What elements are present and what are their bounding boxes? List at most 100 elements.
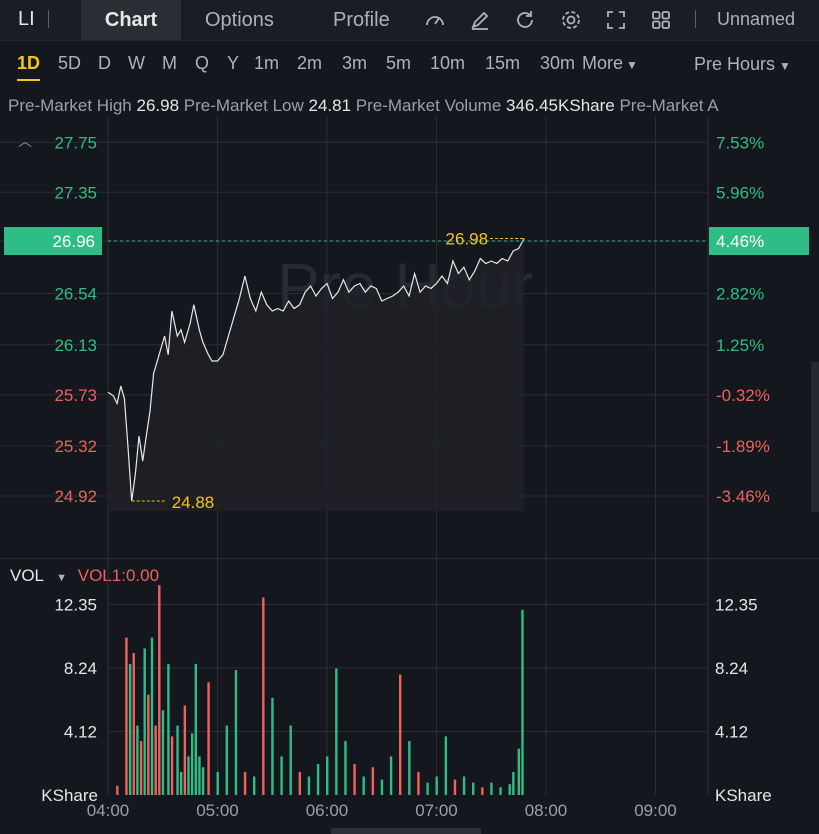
stat-extra-label: Pre-Market A bbox=[619, 96, 719, 115]
volume-bar bbox=[389, 756, 393, 795]
timeframe-5d[interactable]: 5D bbox=[58, 53, 82, 73]
volume-bar bbox=[344, 741, 347, 795]
gear-icon[interactable] bbox=[559, 8, 583, 32]
caret-down-icon[interactable]: ▼ bbox=[56, 572, 68, 584]
volume-bar bbox=[521, 609, 524, 795]
ticker-symbol[interactable]: LI bbox=[18, 8, 35, 30]
volume-bar bbox=[187, 756, 190, 795]
gauge-icon[interactable] bbox=[423, 8, 447, 32]
current-price-badge bbox=[4, 227, 102, 255]
volume-bar bbox=[472, 782, 475, 795]
pencil-icon[interactable] bbox=[468, 8, 492, 32]
volume-bar bbox=[139, 741, 143, 795]
high-low-markers: 26.98 24.88 bbox=[131, 230, 525, 512]
volume-bar bbox=[307, 776, 311, 795]
y-tick-label: 24.92 bbox=[54, 487, 97, 506]
timeframe-1m[interactable]: 1m bbox=[254, 53, 280, 73]
divider bbox=[695, 10, 696, 28]
session-dropdown[interactable]: Pre Hours ▼ bbox=[694, 54, 791, 75]
volume-axis: 12.35 12.35 8.24 8.24 4.12 4.12 KShare KShare bbox=[41, 595, 771, 805]
volume-bar bbox=[154, 725, 157, 795]
y-tick-label: 25.32 bbox=[54, 437, 97, 456]
volume-bar bbox=[316, 764, 320, 795]
collapse-icon[interactable]: ︿ bbox=[18, 133, 32, 149]
volume-label[interactable]: VOL bbox=[10, 566, 44, 585]
bottom-scroll-handle[interactable] bbox=[331, 828, 481, 834]
right-scroll-handle[interactable] bbox=[811, 362, 819, 512]
volume-bar bbox=[147, 694, 150, 795]
timeframe-30m[interactable]: 30m bbox=[540, 53, 576, 73]
stat-high-label: Pre-Market High bbox=[8, 96, 132, 115]
tab-options[interactable]: Options bbox=[205, 9, 274, 31]
volume-tick-label: 8.24 bbox=[64, 659, 97, 678]
timeframe-w[interactable]: W bbox=[128, 53, 145, 73]
current-price-label: 26.96 bbox=[52, 232, 95, 251]
current-pct-label: 4.46% bbox=[716, 232, 764, 251]
timeframe-3m[interactable]: 3m bbox=[342, 53, 368, 73]
y-tick-pct-label: 2.82% bbox=[716, 285, 764, 304]
y-tick-pct-label: -3.46% bbox=[716, 487, 770, 506]
fullscreen-icon[interactable] bbox=[604, 8, 628, 32]
tab-profile[interactable]: Profile bbox=[333, 9, 390, 31]
timeframe-y[interactable]: Y bbox=[227, 53, 240, 73]
x-tick-label: 04:00 bbox=[87, 801, 130, 820]
volume-header: VOL ▼ VOL1:0.00 bbox=[10, 566, 159, 586]
volume-bar bbox=[216, 771, 219, 795]
current-pct-badge bbox=[709, 227, 809, 255]
timeframe-1d[interactable]: 1D bbox=[17, 53, 41, 81]
volume-bar bbox=[380, 779, 384, 795]
y-tick-pct-label: 7.53% bbox=[716, 133, 764, 152]
more-dropdown[interactable]: More ▼ bbox=[582, 53, 638, 74]
layout-name[interactable]: Unnamed bbox=[717, 9, 796, 29]
volume-bar bbox=[128, 663, 132, 795]
timeframe-q[interactable]: Q bbox=[195, 53, 210, 73]
top-toolbar: LI Chart Options Profile Unnamed bbox=[0, 0, 819, 41]
volume-bar bbox=[280, 756, 283, 795]
volume-tick-label: 12.35 bbox=[54, 595, 97, 614]
volume-bar bbox=[176, 725, 179, 795]
y-tick-label: 27.35 bbox=[54, 183, 97, 202]
price-chart[interactable]: Pre Hour 27.7527.3526.9626.5426.1325.732… bbox=[0, 116, 819, 558]
more-label: More bbox=[582, 53, 624, 73]
stat-volume-label: Pre-Market Volume bbox=[355, 96, 502, 115]
timeframe-2m[interactable]: 2m bbox=[297, 53, 323, 73]
volume-bar bbox=[399, 674, 402, 795]
volume-bar bbox=[125, 637, 128, 795]
caret-down-icon: ▼ bbox=[626, 58, 638, 72]
stat-low-value: 24.81 bbox=[308, 96, 352, 115]
timeframe-5m[interactable]: 5m bbox=[386, 53, 412, 73]
price-line bbox=[107, 238, 525, 502]
right-percent-axis: 7.53% 5.96% 4.46% 2.82% 1.25% -0.32% -1.89% -3.… bbox=[709, 133, 809, 506]
refresh-icon[interactable] bbox=[513, 8, 537, 32]
volume-bar bbox=[161, 710, 165, 795]
volume-unit-label: KShare bbox=[41, 786, 98, 805]
timeframe-15m[interactable]: 15m bbox=[485, 53, 521, 73]
volume-bar bbox=[170, 736, 174, 795]
volume-bar bbox=[167, 663, 170, 795]
timeframe-bar: 1D 5D D W M Q Y 1m 2m 3m 5m 10m 15m 30m … bbox=[0, 42, 819, 86]
left-price-axis: 27.75 27.35 26.96 26.54 26.13 25.73 25.32 24.92 bbox=[4, 133, 102, 506]
x-tick-label: 05:00 bbox=[196, 801, 239, 820]
stat-volume-value: 346.45KShare bbox=[506, 96, 615, 115]
price-area bbox=[108, 238, 525, 511]
timeframe-10m[interactable]: 10m bbox=[430, 53, 466, 73]
volume-bars bbox=[116, 585, 524, 795]
volume-tick-label-right: 4.12 bbox=[715, 722, 748, 741]
volume-grid bbox=[107, 559, 709, 795]
high-marker-label: 26.98 bbox=[446, 230, 489, 249]
volume-bar bbox=[190, 733, 194, 795]
volume-unit-label-right: KShare bbox=[715, 786, 772, 805]
timeframe-d[interactable]: D bbox=[98, 53, 111, 73]
y-tick-label: 26.54 bbox=[54, 285, 97, 304]
volume-bar bbox=[194, 663, 197, 795]
volume-bar bbox=[180, 771, 183, 795]
grid-icon[interactable] bbox=[649, 8, 673, 32]
tab-chart[interactable]: Chart bbox=[81, 0, 181, 40]
volume-chart[interactable]: 12.35 12.35 8.24 8.24 4.12 4.12 KShare KShare 0… bbox=[0, 559, 819, 834]
y-tick-label: 25.73 bbox=[54, 386, 97, 405]
pane-divider[interactable] bbox=[0, 558, 819, 559]
timeframe-m[interactable]: M bbox=[162, 53, 177, 73]
volume-tick-label-right: 8.24 bbox=[715, 659, 748, 678]
volume-bar bbox=[158, 585, 161, 795]
volume-bar bbox=[426, 782, 429, 795]
